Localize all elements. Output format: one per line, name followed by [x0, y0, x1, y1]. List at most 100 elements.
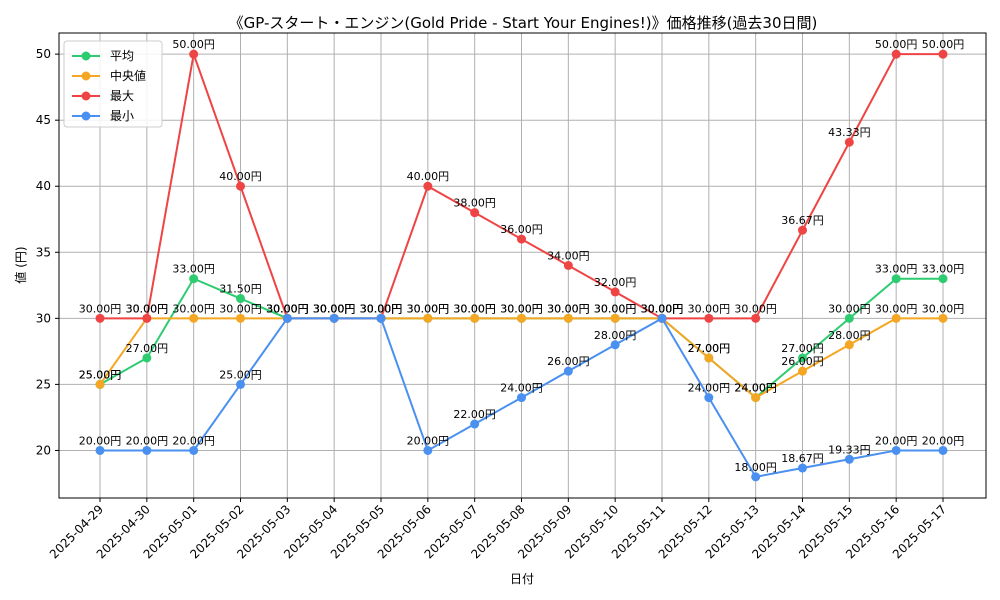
- data-value-label: 40.00円: [407, 170, 450, 183]
- y-tick-label: 20: [36, 443, 51, 457]
- data-value-label: 30.00円: [266, 302, 309, 315]
- y-axis-label: 値 (円): [13, 246, 28, 283]
- data-value-label: 26.00円: [781, 355, 824, 368]
- data-value-label: 30.00円: [360, 302, 403, 315]
- data-point: [704, 353, 714, 363]
- legend-label: 最大: [110, 89, 134, 103]
- data-value-label: 27.00円: [126, 342, 169, 355]
- data-value-label: 36.67円: [781, 214, 824, 227]
- data-point: [236, 313, 245, 323]
- data-value-label: 30.00円: [219, 302, 262, 315]
- data-point: [142, 445, 152, 455]
- x-axis-label: 日付: [510, 572, 534, 586]
- legend-label: 中央値: [110, 68, 146, 83]
- y-tick-label: 50: [36, 47, 51, 61]
- data-point: [423, 313, 433, 323]
- data-point: [798, 366, 807, 376]
- data-value-label: 30.00円: [407, 302, 450, 315]
- y-tick-label: 45: [36, 113, 51, 127]
- data-value-label: 30.00円: [266, 302, 309, 315]
- y-tick-label: 35: [36, 245, 51, 259]
- data-value-label: 30.00円: [734, 302, 777, 315]
- data-point: [423, 445, 433, 455]
- data-value-label: 30.00円: [313, 302, 356, 315]
- data-value-label: 27.00円: [781, 342, 824, 355]
- data-point: [376, 313, 386, 323]
- data-point: [142, 353, 152, 363]
- chart-title: 《GP-スタート・エンジン(Gold Pride - Start Your En…: [229, 14, 818, 32]
- data-value-label: 30.00円: [266, 302, 309, 315]
- data-value-label: 30.00円: [266, 302, 309, 315]
- data-value-label: 18.67円: [781, 452, 824, 465]
- data-value-label: 30.00円: [922, 302, 965, 315]
- data-value-label: 30.00円: [594, 302, 637, 315]
- data-point: [844, 137, 854, 147]
- data-point: [844, 454, 854, 464]
- data-value-label: 38.00円: [453, 197, 496, 210]
- legend-marker: [81, 71, 91, 81]
- data-value-label: 25.00円: [79, 368, 122, 381]
- data-value-label: 24.00円: [500, 382, 543, 395]
- data-point: [189, 445, 199, 455]
- data-value-label: 30.00円: [594, 302, 637, 315]
- data-point: [891, 313, 901, 323]
- data-point: [938, 313, 948, 323]
- data-point: [844, 340, 854, 350]
- data-point: [938, 274, 948, 284]
- data-value-label: 30.00円: [360, 302, 403, 315]
- data-point: [282, 313, 292, 323]
- y-tick-label: 25: [36, 377, 51, 391]
- data-point: [563, 313, 573, 323]
- data-value-label: 36.00円: [500, 223, 543, 236]
- data-value-label: 30.00円: [453, 302, 496, 315]
- data-value-label: 43.33円: [828, 126, 871, 139]
- data-point: [95, 379, 105, 389]
- data-point: [189, 313, 199, 323]
- data-point: [517, 393, 526, 403]
- data-value-label: 19.33円: [828, 443, 871, 456]
- data-point: [704, 393, 714, 403]
- data-value-label: 33.00円: [172, 263, 215, 276]
- data-value-label: 30.00円: [453, 302, 496, 315]
- data-value-label: 30.00円: [126, 302, 169, 315]
- data-point: [517, 234, 526, 244]
- data-value-label: 30.00円: [313, 302, 356, 315]
- data-value-label: 30.00円: [641, 302, 684, 315]
- data-point: [189, 274, 199, 284]
- data-value-label: 50.00円: [875, 38, 918, 51]
- data-value-label: 18.00円: [734, 461, 777, 474]
- data-value-label: 25.00円: [79, 368, 122, 381]
- data-value-label: 30.00円: [641, 302, 684, 315]
- data-point: [236, 294, 245, 304]
- data-point: [329, 313, 339, 323]
- data-point: [563, 261, 573, 270]
- data-value-label: 22.00円: [453, 408, 496, 421]
- data-value-label: 50.00円: [172, 38, 215, 51]
- data-point: [798, 353, 807, 363]
- data-point: [798, 225, 807, 235]
- data-point: [751, 313, 761, 323]
- data-value-label: 30.00円: [172, 302, 215, 315]
- data-point: [517, 313, 526, 323]
- data-value-label: 30.00円: [79, 302, 122, 315]
- data-point: [563, 366, 573, 376]
- data-value-label: 20.00円: [126, 434, 169, 447]
- data-value-label: 28.00円: [828, 329, 871, 342]
- data-value-label: 30.00円: [875, 302, 918, 315]
- legend-marker: [81, 91, 91, 101]
- legend-label: 平均: [110, 49, 134, 63]
- data-value-label: 30.00円: [547, 302, 590, 315]
- data-point: [891, 445, 901, 455]
- data-point: [142, 313, 152, 323]
- y-tick-label: 40: [36, 179, 51, 193]
- legend-label: 最小: [110, 109, 134, 123]
- data-point: [610, 340, 620, 350]
- data-value-label: 30.00円: [828, 302, 871, 315]
- data-value-label: 20.00円: [79, 434, 122, 447]
- data-value-label: 32.00円: [594, 276, 637, 289]
- legend-marker: [81, 111, 91, 121]
